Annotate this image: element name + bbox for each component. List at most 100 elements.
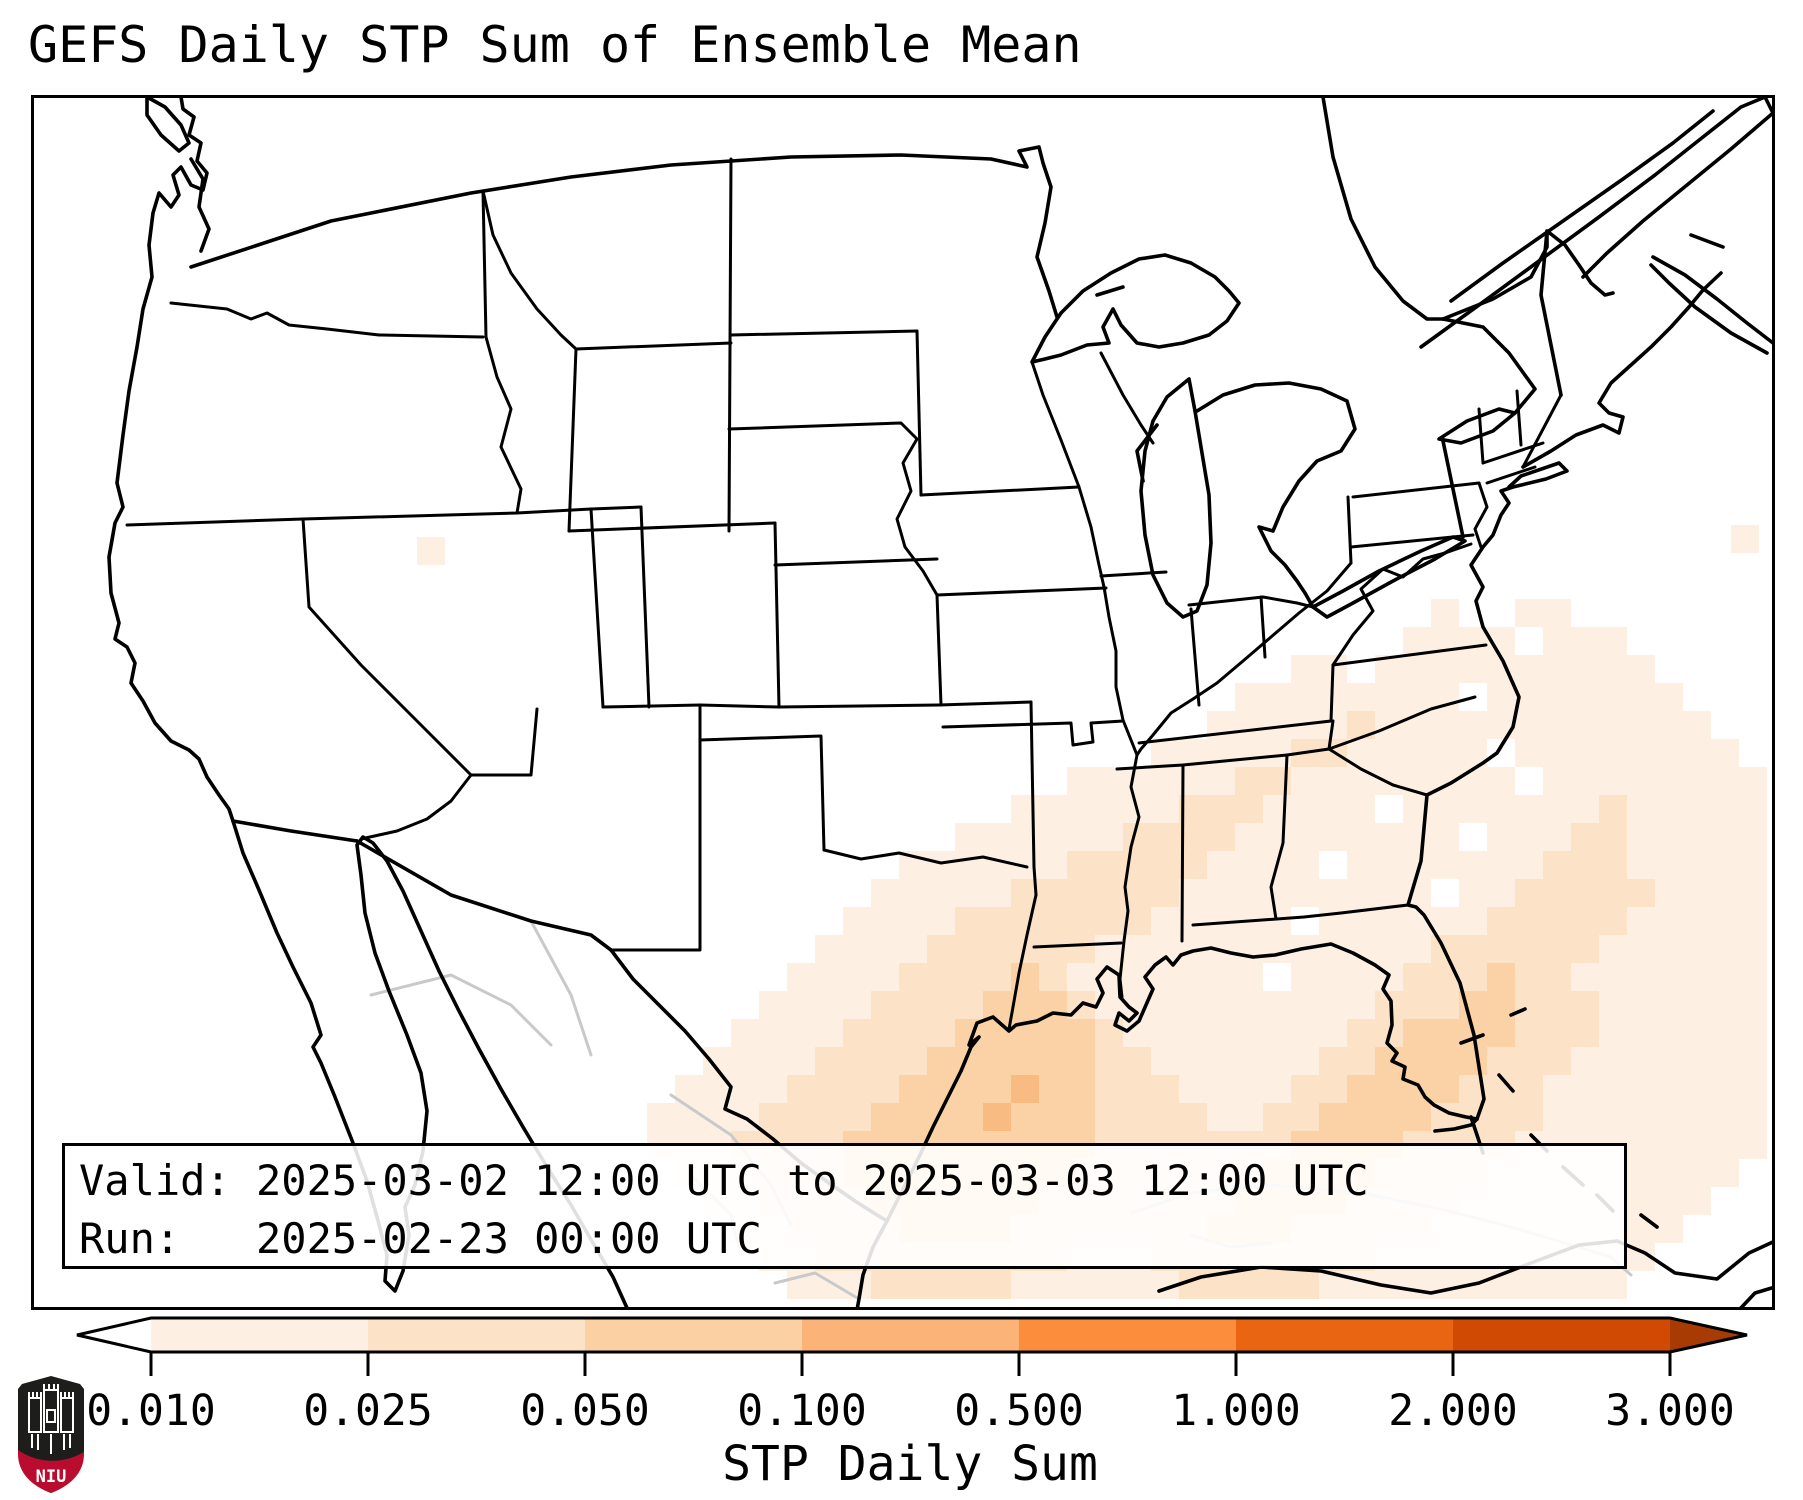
shading-cell	[1431, 851, 1459, 879]
shading-cell	[1347, 683, 1375, 711]
shading-cell	[1487, 851, 1515, 879]
shading-cell	[1319, 907, 1347, 935]
shading-cell	[1459, 907, 1487, 935]
shading-cell	[871, 879, 899, 907]
shading-cell	[1571, 991, 1599, 1019]
shading-cell	[1039, 1075, 1067, 1103]
shading-cell	[1067, 823, 1095, 851]
shading-cell	[1515, 711, 1543, 739]
shading-cell	[955, 991, 983, 1019]
shading-cell	[1375, 683, 1403, 711]
colorbar-tick-label: 0.100	[737, 1386, 867, 1436]
map-frame	[31, 95, 1775, 1310]
shading-cell	[1571, 823, 1599, 851]
shading-cell	[1543, 1075, 1571, 1103]
shading-cell	[1263, 683, 1291, 711]
shading-cell	[1571, 683, 1599, 711]
shading-cell	[955, 1075, 983, 1103]
shading-cell	[1739, 963, 1767, 991]
shading-cell	[1655, 879, 1683, 907]
shading-cell	[1711, 935, 1739, 963]
shading-cell	[1655, 935, 1683, 963]
shading-cell	[1403, 963, 1431, 991]
shading-cell	[1655, 1019, 1683, 1047]
shading-cell	[1347, 963, 1375, 991]
shading-cell	[899, 1047, 927, 1075]
shading-cell	[815, 991, 843, 1019]
shading-cell	[1515, 1103, 1543, 1131]
shading-cell	[1543, 795, 1571, 823]
shading-cell	[1599, 991, 1627, 1019]
shading-cell	[1711, 963, 1739, 991]
shading-cell	[1123, 1103, 1151, 1131]
shading-cell	[1599, 935, 1627, 963]
shading-cell	[1151, 1103, 1179, 1131]
shading-cell	[1627, 1075, 1655, 1103]
shading-cell	[1655, 1103, 1683, 1131]
shading-cell	[815, 1019, 843, 1047]
shading-cell	[1571, 1019, 1599, 1047]
shading-cell	[1711, 1075, 1739, 1103]
shading-cell	[983, 851, 1011, 879]
shading-cell	[1599, 879, 1627, 907]
shading-cell	[1627, 1215, 1655, 1243]
shading-cell	[1207, 1103, 1235, 1131]
shading-cell	[1151, 991, 1179, 1019]
shading-cell	[1403, 655, 1431, 683]
shading-cell	[1039, 1047, 1067, 1075]
shading-cell	[1375, 1047, 1403, 1075]
shading-cell	[1627, 963, 1655, 991]
shading-cell	[955, 963, 983, 991]
shading-cell	[983, 1103, 1011, 1131]
colorbar-segment	[1453, 1318, 1671, 1352]
shading-cell	[1403, 1103, 1431, 1131]
shading-cell	[899, 935, 927, 963]
shading-cell	[1179, 1103, 1207, 1131]
shading-cell	[1655, 907, 1683, 935]
shading-cell	[1515, 739, 1543, 767]
shading-cell	[843, 1047, 871, 1075]
shading-cell	[1095, 1103, 1123, 1131]
shading-cell	[1235, 1271, 1263, 1299]
shading-cell	[1627, 879, 1655, 907]
shading-cell	[1207, 991, 1235, 1019]
niu-logo: NIU	[18, 1376, 84, 1493]
shading-cell	[1347, 823, 1375, 851]
shading-cell	[871, 1047, 899, 1075]
shading-cell	[1011, 1271, 1039, 1299]
shading-cell	[1067, 935, 1095, 963]
shading-cell	[871, 1019, 899, 1047]
shading-cell	[815, 935, 843, 963]
shading-cell	[1123, 1075, 1151, 1103]
shading-cell	[1291, 1103, 1319, 1131]
shading-cell	[1571, 907, 1599, 935]
shading-cell	[927, 991, 955, 1019]
shading-cell	[843, 1103, 871, 1131]
shading-cell	[1263, 935, 1291, 963]
shading-cell	[1375, 1075, 1403, 1103]
shading-cell	[759, 1047, 787, 1075]
shading-cell	[1683, 851, 1711, 879]
shading-cell	[1207, 1019, 1235, 1047]
shading-cell	[1291, 1075, 1319, 1103]
shading-cell	[871, 907, 899, 935]
shading-cell	[1291, 851, 1319, 879]
shading-cell	[1655, 683, 1683, 711]
shading-cell	[1655, 1215, 1683, 1243]
shading-cell	[1347, 1271, 1375, 1299]
shading-cell	[1543, 1271, 1571, 1299]
shading-cell	[787, 1019, 815, 1047]
shading-cell	[1291, 823, 1319, 851]
shading-cell	[1655, 1075, 1683, 1103]
shading-cell	[1655, 1159, 1683, 1187]
shading-cell	[1151, 907, 1179, 935]
lake-erie	[1311, 535, 1467, 619]
shading-cell	[1067, 1019, 1095, 1047]
shading-cell	[983, 935, 1011, 963]
shading-cell	[1543, 935, 1571, 963]
shading-cell	[1599, 823, 1627, 851]
shading-cell	[983, 879, 1011, 907]
shading-cell	[1011, 1047, 1039, 1075]
shading-cell	[1039, 879, 1067, 907]
shading-cell	[983, 1075, 1011, 1103]
